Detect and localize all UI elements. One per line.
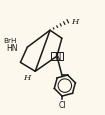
- Text: Cl: Cl: [58, 100, 66, 109]
- FancyBboxPatch shape: [51, 53, 63, 61]
- Text: HN: HN: [6, 43, 17, 52]
- Text: BrH: BrH: [3, 38, 16, 44]
- Text: N: N: [54, 52, 60, 61]
- Text: H: H: [71, 18, 78, 26]
- Text: H: H: [23, 74, 31, 82]
